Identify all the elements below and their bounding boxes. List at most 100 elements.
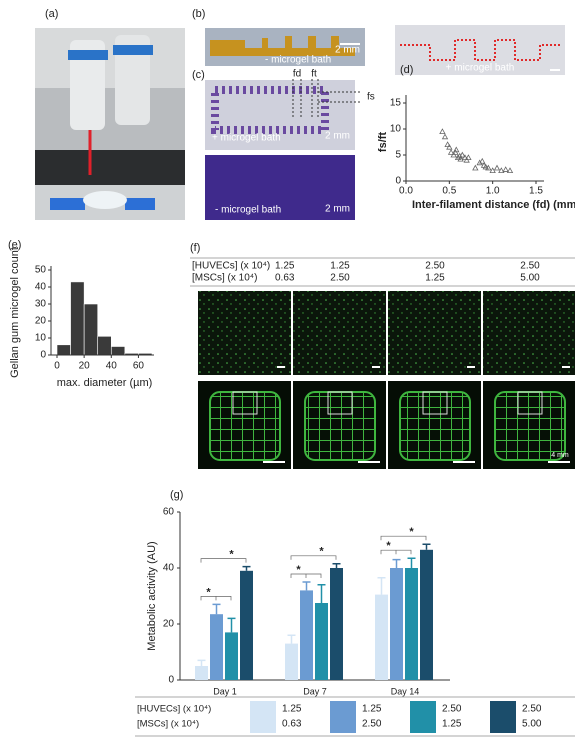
x-tick-label: 0.5 bbox=[442, 186, 456, 197]
legend-entry: 1.25 bbox=[282, 704, 302, 715]
error-bar bbox=[212, 603, 221, 615]
panel-label: (d) bbox=[400, 64, 413, 76]
point bbox=[465, 154, 472, 160]
point bbox=[444, 141, 451, 147]
x-tick-label: 1.5 bbox=[529, 186, 543, 197]
x-tick-label: 1.0 bbox=[486, 186, 500, 197]
bar bbox=[240, 570, 253, 680]
point bbox=[506, 167, 514, 173]
x-axis-label: max. diameter (µm) bbox=[57, 377, 153, 389]
bar bbox=[375, 594, 388, 680]
x-tick-label: 20 bbox=[79, 361, 91, 372]
bar bbox=[83, 303, 99, 356]
panel-label: (e) bbox=[8, 239, 21, 251]
legend-entry: 2.50 bbox=[362, 719, 382, 730]
row-label: [MSCs] (x 10⁴) bbox=[192, 273, 257, 284]
bar bbox=[330, 568, 343, 680]
significance: * bbox=[319, 546, 324, 558]
scaffold bbox=[304, 391, 376, 461]
cell: 0.63 bbox=[275, 273, 295, 284]
cell: 2.50 bbox=[520, 261, 540, 272]
scaffold bbox=[209, 391, 281, 461]
photo-c-bottom bbox=[205, 155, 355, 220]
error-bar bbox=[392, 558, 401, 568]
image-annotation: 2 mm bbox=[335, 45, 360, 56]
bar bbox=[390, 568, 403, 680]
photo-b-right bbox=[395, 25, 565, 75]
point bbox=[439, 128, 446, 134]
y-tick-label: 0 bbox=[168, 675, 174, 686]
image-annotation: + microgel bath bbox=[446, 63, 515, 74]
x-tick-label: 0.0 bbox=[399, 186, 413, 197]
row-label: [HUVECs] (x 10⁴) bbox=[192, 261, 270, 272]
bracket bbox=[380, 549, 412, 555]
axis bbox=[405, 95, 544, 182]
point bbox=[476, 159, 483, 166]
legend-row-label: [MSCs] (x 10⁴) bbox=[137, 719, 199, 730]
point bbox=[493, 164, 501, 171]
bar bbox=[110, 346, 126, 356]
image-annotation: 2 mm bbox=[325, 204, 350, 215]
legend-row-label: [HUVECs] (x 10⁴) bbox=[137, 704, 211, 715]
micrograph bbox=[198, 291, 291, 375]
error-bar bbox=[227, 617, 236, 633]
x-tick-label: 0 bbox=[54, 361, 60, 372]
x-tick-label: 40 bbox=[106, 361, 118, 372]
x-tick-label: 60 bbox=[133, 361, 145, 372]
significance: * bbox=[409, 526, 414, 538]
panel-label: (c) bbox=[192, 69, 205, 81]
y-tick-label: 15 bbox=[390, 98, 402, 109]
point bbox=[498, 167, 505, 173]
zoom-box bbox=[517, 391, 543, 415]
point bbox=[453, 146, 460, 153]
scale-label: 4 mm bbox=[551, 452, 569, 459]
image-annotation: - microgel bath bbox=[265, 55, 331, 66]
y-tick-label: 5 bbox=[395, 150, 401, 161]
y-axis-label: fs/ft bbox=[377, 132, 389, 153]
photo-a bbox=[35, 28, 185, 220]
legend-entry: 1.25 bbox=[362, 704, 382, 715]
y-tick-label: 10 bbox=[390, 124, 402, 135]
cell: 2.50 bbox=[425, 261, 445, 272]
bar bbox=[70, 281, 85, 356]
bracket bbox=[290, 555, 337, 560]
bracket bbox=[200, 558, 247, 563]
y-tick-label: 20 bbox=[35, 316, 47, 327]
scaffold bbox=[494, 391, 566, 461]
bar bbox=[420, 549, 433, 680]
y-axis-label: Gellan gum microgel count bbox=[9, 247, 21, 378]
bar bbox=[210, 614, 223, 680]
significance: * bbox=[296, 564, 301, 576]
image-annotation: ft bbox=[311, 69, 317, 80]
legend-swatch bbox=[330, 701, 356, 733]
error-bar bbox=[422, 543, 431, 550]
legend-entry: 2.50 bbox=[442, 704, 462, 715]
cell: 1.25 bbox=[330, 261, 350, 272]
y-tick-label: 0 bbox=[40, 350, 46, 361]
bar bbox=[56, 344, 71, 356]
legend-entry: 5.00 bbox=[522, 719, 542, 730]
point bbox=[459, 151, 466, 158]
bar bbox=[315, 603, 328, 680]
zoom-box bbox=[327, 391, 353, 415]
micrograph bbox=[483, 291, 575, 375]
error-bar bbox=[377, 577, 386, 595]
error-bar bbox=[317, 584, 326, 603]
zoom-box bbox=[232, 391, 258, 415]
bracket bbox=[200, 596, 232, 601]
bar bbox=[225, 632, 238, 680]
legend-swatch bbox=[250, 701, 276, 733]
zoom-box bbox=[422, 391, 448, 415]
y-tick-label: 0 bbox=[395, 176, 401, 187]
point bbox=[457, 155, 464, 162]
image-annotation: + microgel bath bbox=[212, 133, 281, 144]
x-tick-label: Day 7 bbox=[303, 686, 327, 696]
point bbox=[441, 133, 449, 140]
micrograph bbox=[388, 291, 481, 375]
error-bar bbox=[407, 557, 416, 568]
legend-entry: 0.63 bbox=[282, 719, 302, 730]
point bbox=[461, 154, 469, 160]
image-annotation: fs bbox=[367, 92, 375, 103]
bar bbox=[195, 666, 208, 680]
